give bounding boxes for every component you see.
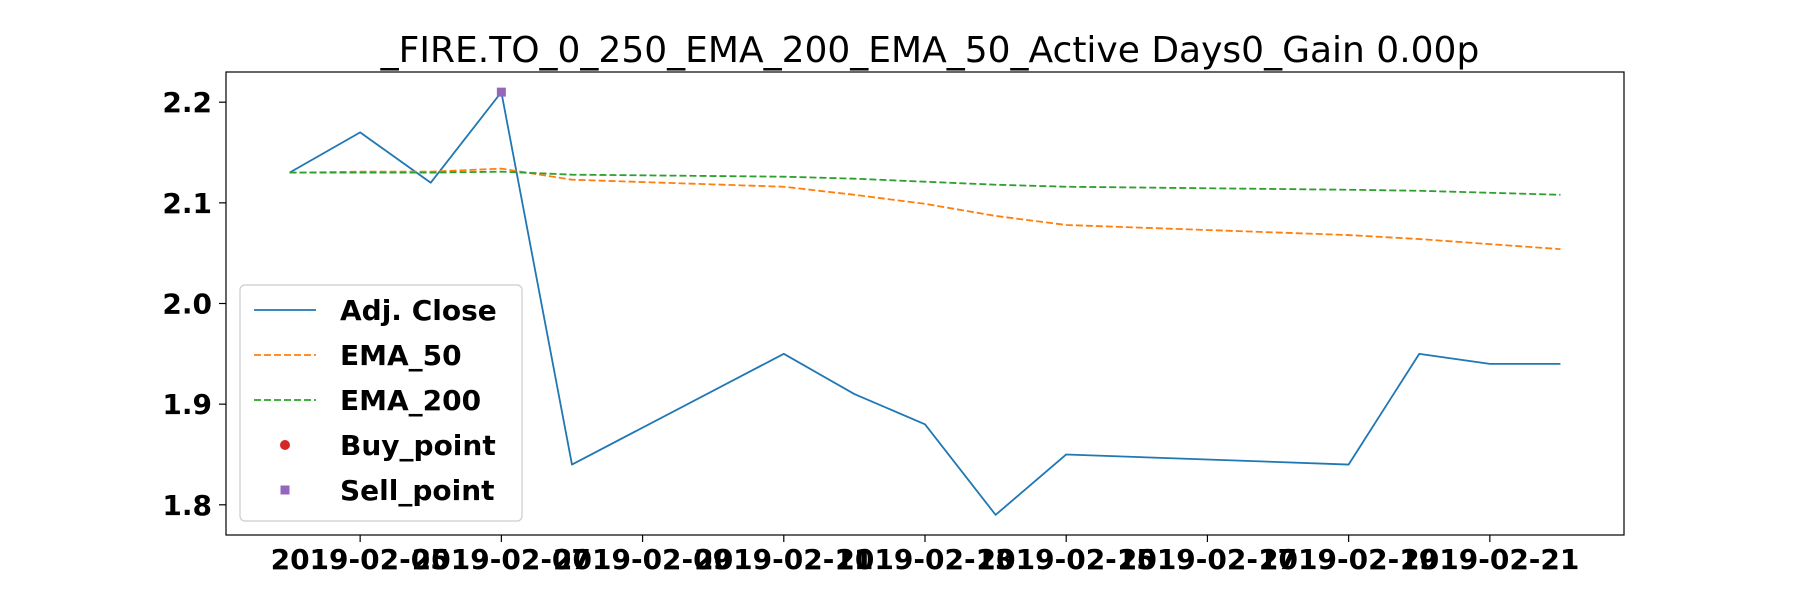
legend-label: Buy_point: [340, 429, 496, 462]
chart-title: _FIRE.TO_0_250_EMA_200_EMA_50_Active Day…: [380, 30, 1480, 71]
legend-swatch-circle: [280, 440, 290, 450]
legend-swatch-square: [281, 486, 290, 495]
legend-label: Sell_point: [340, 474, 495, 507]
y-tick-label: 2.1: [162, 187, 212, 220]
legend-label: EMA_200: [340, 384, 481, 417]
y-tick-label: 1.9: [162, 388, 212, 421]
legend-label: Adj. Close: [340, 294, 497, 327]
legend-label: EMA_50: [340, 339, 462, 372]
sell-point-marker: [497, 88, 506, 97]
y-tick-label: 2.2: [162, 86, 212, 119]
x-tick-label: 2019-02-21: [1400, 543, 1579, 576]
y-tick-label: 2.0: [162, 288, 212, 321]
y-tick-label: 1.8: [162, 489, 212, 522]
legend: Adj. Close EMA_50 EMA_200 Buy_point Sell_poi…: [240, 285, 522, 521]
